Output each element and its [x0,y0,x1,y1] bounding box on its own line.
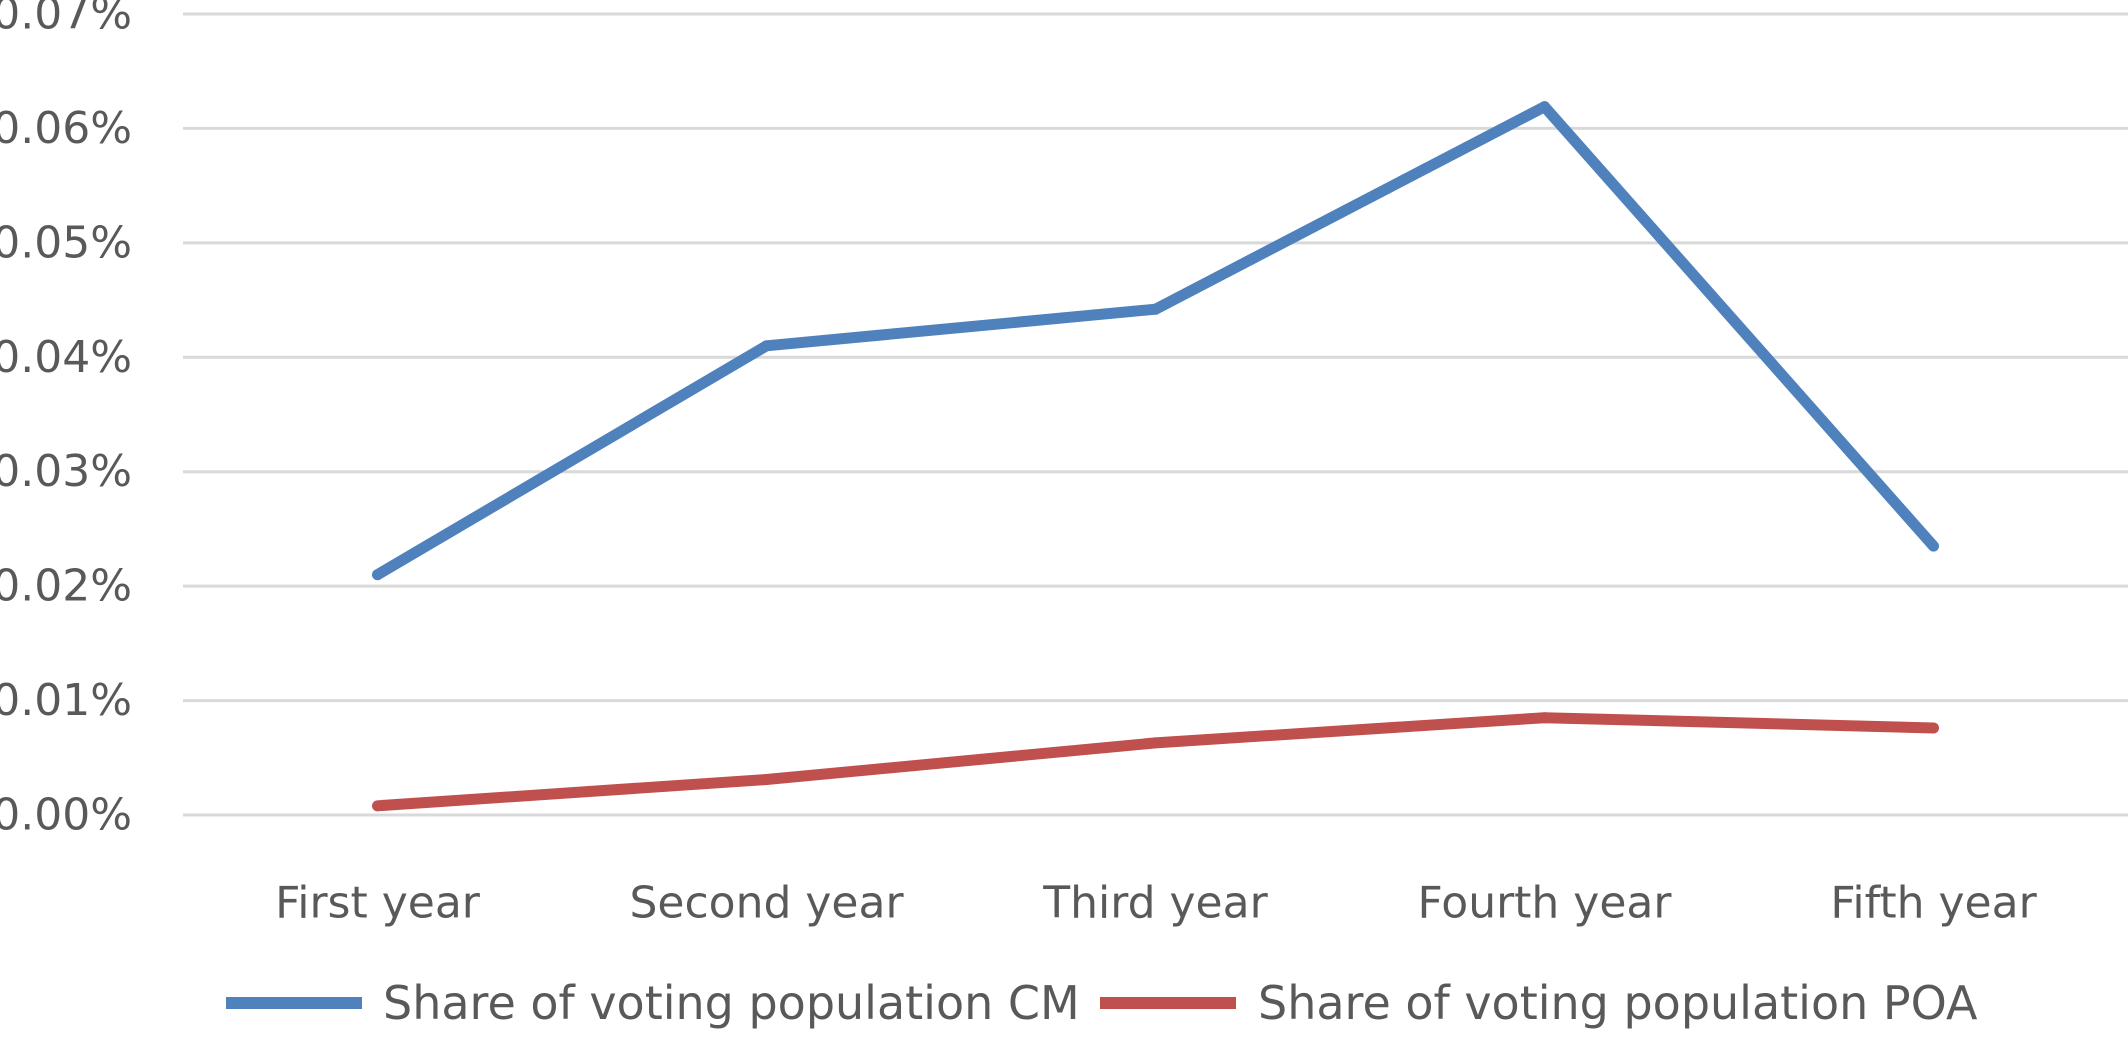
y-tick-label: 0.02% [0,561,132,612]
series-1-point [1539,101,1550,113]
series-lines [372,101,1939,812]
legend-label-1: Share of voting population CM [383,976,1080,1030]
x-tick-label: Third year [1042,878,1268,929]
y-tick-label: 0.06% [0,103,132,154]
y-axis-tick-labels: 0.00% 0.01% 0.02% 0.03% 0.04% 0.05% 0.06% 0.07% [0,0,132,841]
series-1-point [761,340,772,352]
y-tick-label: 0.04% [0,332,132,383]
series-line-2 [377,712,1934,812]
series-1-point [372,569,383,581]
y-tick-label: 0.01% [0,675,132,726]
x-tick-label: First year [275,878,481,929]
series-2-point [372,800,383,812]
y-tick-label: 0.03% [0,446,132,497]
legend: Share of voting population CM Share of vo… [226,976,1978,1030]
y-tick-label: 0.00% [0,790,132,841]
series-line-1 [374,101,1938,580]
series-1-point [1150,303,1161,315]
gridlines [183,12,2128,817]
x-tick-label: Fifth year [1830,878,2037,929]
x-axis-tick-labels: First year Second year Third year Fourth ye… [275,878,2037,929]
y-tick-label: 0.05% [0,217,132,268]
legend-label-2: Share of voting population POA [1258,976,1978,1030]
x-tick-label: Second year [629,878,904,929]
series-1-point [1928,540,1939,552]
series-2-point [1539,712,1550,724]
y-tick-label: 0.07% [0,0,132,40]
x-tick-label: Fourth year [1418,878,1673,929]
series-2-point [1150,737,1161,749]
series-2-point [761,774,772,786]
series-2-point [1928,722,1939,734]
